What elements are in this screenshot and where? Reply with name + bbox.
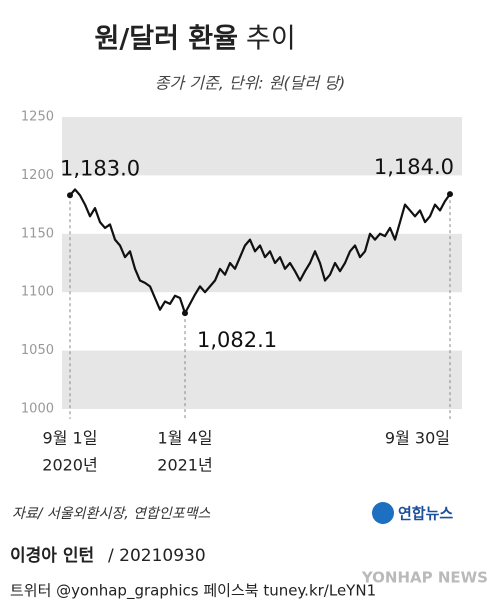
x-year-label: 2021년 [157, 456, 212, 475]
social: 트위터 @yonhap_graphics 페이스북 tuney.kr/LeYN1 [10, 582, 376, 601]
band [62, 350, 462, 409]
chart-title-light: 추이 [246, 24, 296, 55]
y-tick-label: 1050 [21, 343, 54, 358]
chart-title: 원/달러 환율 [95, 24, 238, 55]
y-tick-label: 1000 [21, 402, 54, 417]
y-tick-label: 1250 [21, 110, 54, 125]
band [62, 117, 462, 176]
data-label: 1,183.0 [60, 156, 140, 180]
marker [182, 310, 188, 317]
band [62, 233, 462, 293]
x-tick-label: 9월 1일 [43, 429, 98, 448]
y-tick-label: 1150 [21, 226, 54, 241]
y-tick-label: 1100 [21, 285, 54, 300]
chart-subtitle: 종가 기준, 단위: 원(달러 당) [155, 74, 346, 93]
watermark: YONHAP NEWS [361, 569, 488, 587]
line [69, 188, 451, 315]
logo: 연합뉴스 [398, 505, 453, 523]
x-year-label: 2020년 [42, 456, 97, 475]
y-tick-label: 1200 [21, 168, 54, 183]
author: 이경아 인턴 [10, 546, 94, 566]
data-label: 1,184.0 [374, 155, 454, 179]
source: 자료/ 서울외환시장, 연합인포맥스 [12, 506, 211, 522]
marker [447, 191, 453, 198]
data-label: 1,082.1 [197, 328, 277, 352]
x-tick-label: 9월 30일 [385, 429, 450, 448]
marker [67, 192, 73, 199]
x-tick-label: 1월 4일 [158, 429, 213, 448]
logo-icon [372, 502, 394, 524]
date: / 20210930 [108, 546, 206, 566]
